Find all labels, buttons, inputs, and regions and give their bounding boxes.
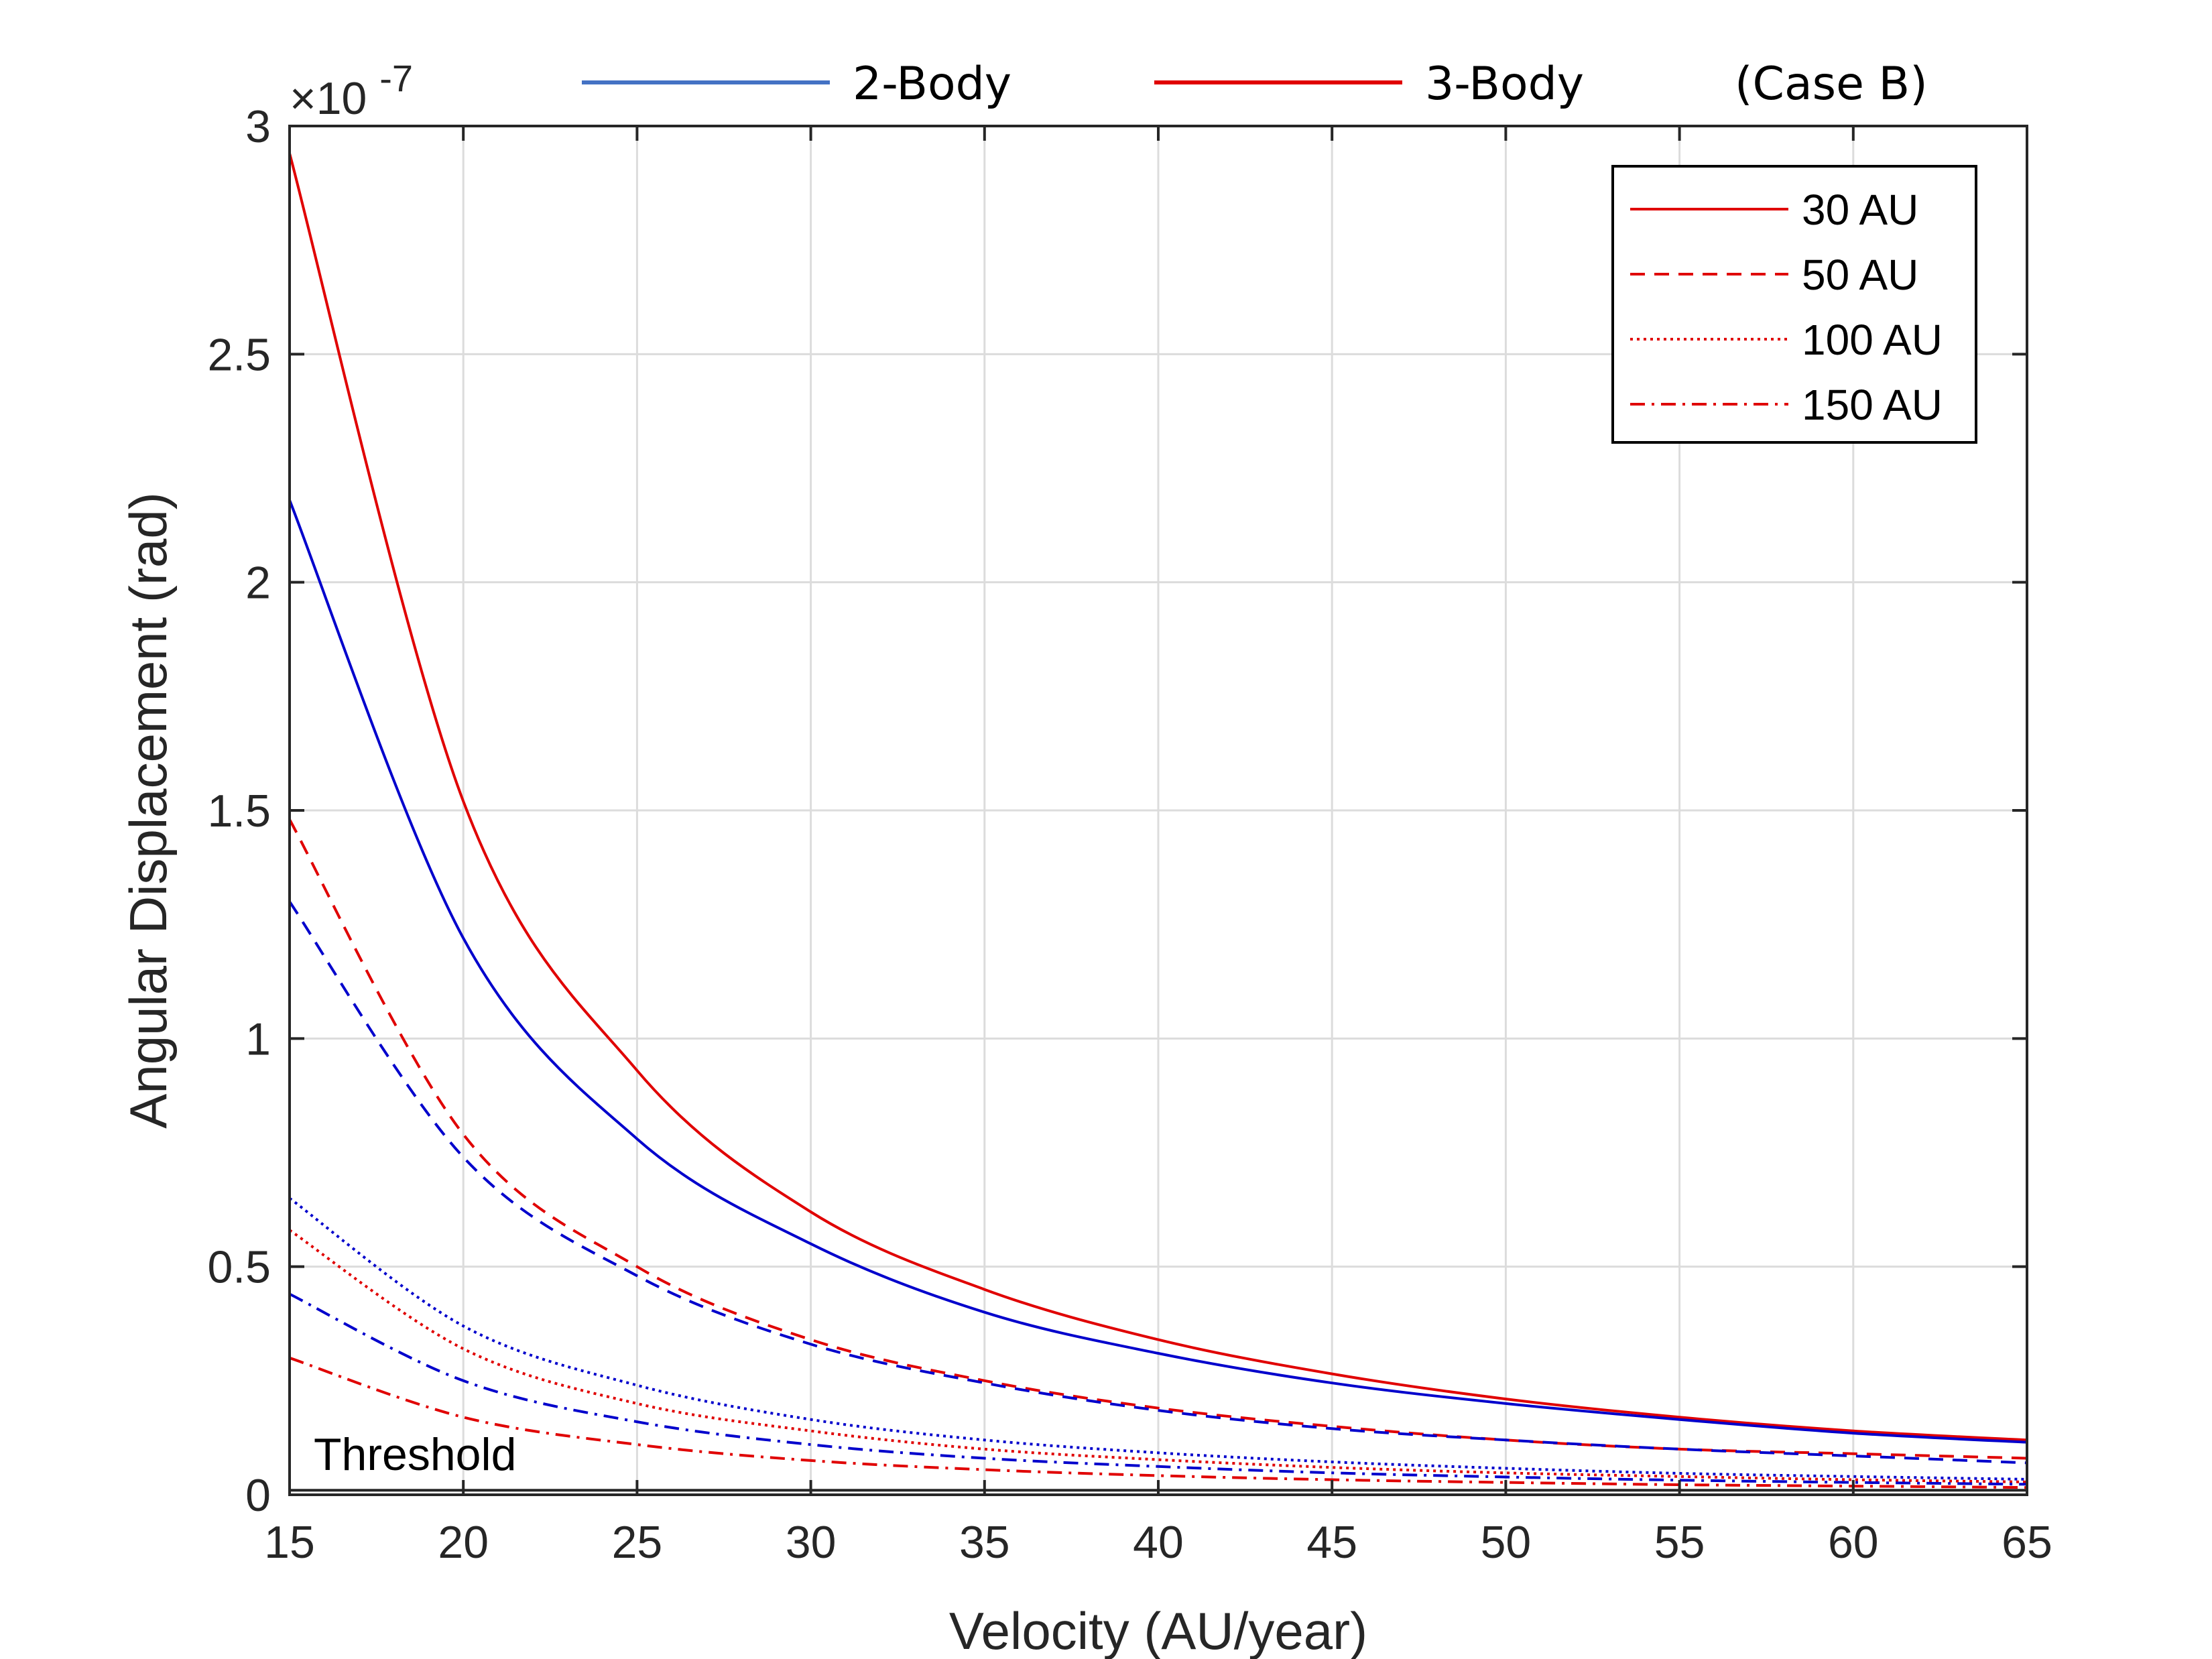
y-tick-label: 3	[245, 101, 271, 152]
legend: 30 AU 50 AU 100 AU 150 AU	[1611, 165, 1977, 444]
threshold-label: Threshold	[314, 1429, 516, 1480]
series-line-2-body-50au	[288, 900, 2028, 1465]
x-tick-label: 45	[1306, 1517, 1357, 1568]
y-tick-label: 0	[245, 1470, 271, 1521]
x-tick-label: 35	[959, 1517, 1010, 1568]
y-tick-label: 0.5	[207, 1242, 271, 1293]
top-legend: 2-Body 3-Body (Case B)	[582, 58, 1928, 111]
series-line-3-body-30au	[288, 153, 2028, 1442]
series-line-3-body-150au	[289, 1356, 2028, 1489]
legend-box	[1611, 165, 1977, 444]
top-legend-label: 2-Body	[853, 58, 1011, 111]
y-tick-labels: 0 0.5 1 1.5 2 2.5 3	[207, 101, 271, 1521]
y-axis-exponent-base: ×10	[290, 73, 367, 124]
y-tick-label: 2.5	[207, 329, 271, 380]
y-tick-label: 2	[245, 558, 271, 609]
series-line-2-body-100au	[288, 1196, 2028, 1481]
axis-ticks	[288, 125, 2028, 1496]
series-lines	[288, 153, 2028, 1489]
y-tick-label: 1	[245, 1013, 271, 1064]
y-axis-exponent-power: -7	[379, 57, 413, 99]
top-legend-label: 3-Body	[1425, 58, 1584, 111]
x-axis-label: Velocity (AU/year)	[949, 1601, 1367, 1659]
x-tick-label: 20	[438, 1517, 489, 1568]
x-tick-label: 50	[1481, 1517, 1532, 1568]
legend-label: 50 AU	[1802, 251, 1918, 299]
y-axis-exponent: ×10 -7	[290, 57, 413, 124]
series-line-3-body-50au	[288, 818, 2028, 1460]
legend-label: 150 AU	[1802, 381, 1943, 429]
legend-label: 100 AU	[1802, 316, 1943, 364]
legend-label: 30 AU	[1802, 186, 1918, 234]
x-tick-label: 15	[264, 1517, 315, 1568]
x-tick-label: 60	[1828, 1517, 1879, 1568]
x-tick-label: 30	[786, 1517, 837, 1568]
x-tick-label: 55	[1654, 1517, 1705, 1568]
x-tick-labels: 15 20 25 30 35 40 45 50 55 60 65	[264, 1517, 2052, 1568]
x-tick-label: 40	[1133, 1517, 1184, 1568]
y-tick-label: 1.5	[207, 786, 271, 837]
top-legend-note: (Case B)	[1735, 58, 1928, 111]
x-tick-label: 25	[612, 1517, 663, 1568]
series-line-2-body-150au	[289, 1292, 2028, 1486]
series-line-2-body-30au	[288, 499, 2028, 1444]
y-axis-label: Angular Displacement (rad)	[119, 492, 178, 1128]
x-tick-label: 65	[2002, 1517, 2052, 1568]
